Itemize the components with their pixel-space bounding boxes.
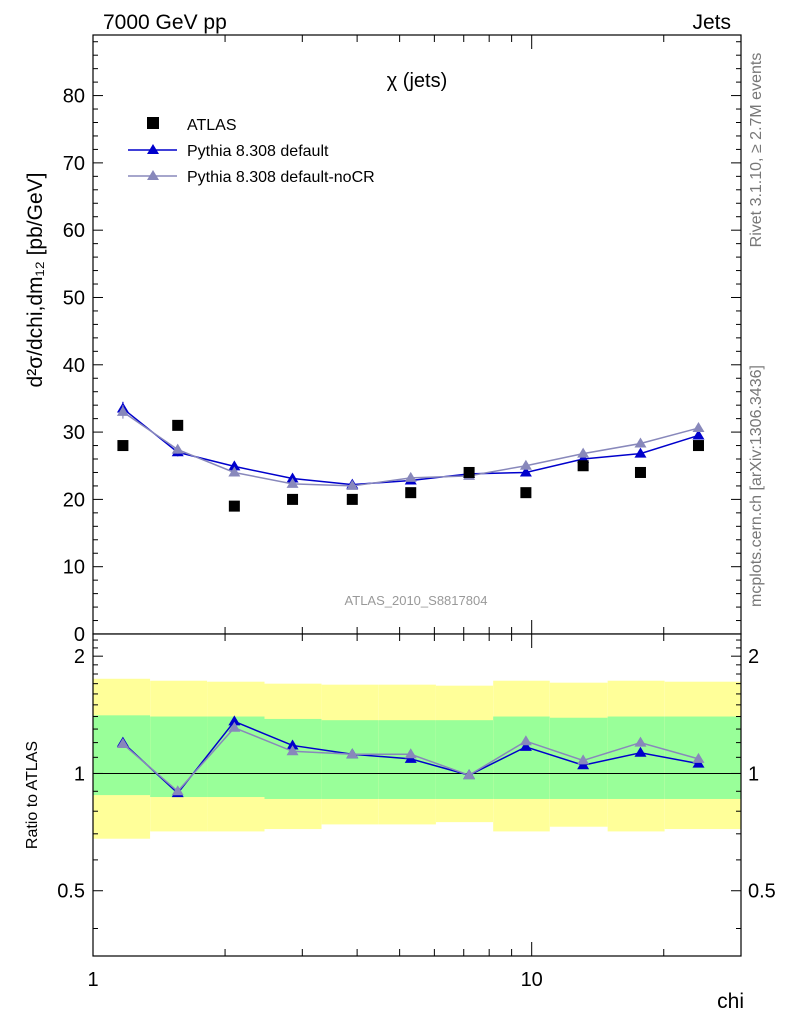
ratio-nocr-point [228, 721, 241, 732]
ratio-axis-label: Ratio to ATLAS [24, 741, 41, 849]
ratio-tick-label-right: 0.5 [748, 881, 776, 903]
series-default-point [634, 447, 647, 458]
ratio-frame [92, 633, 742, 957]
y-tick-label: 50 [63, 287, 85, 309]
green-band-bin [664, 716, 741, 799]
series-nocr-point [171, 443, 184, 454]
atlas-data-point [463, 466, 475, 478]
green-band-bin [435, 720, 494, 799]
ratio-default-point [228, 715, 241, 726]
ratio-nocr-point [692, 752, 705, 763]
ratio-nocr-point [286, 745, 299, 756]
series-nocr-point [519, 459, 532, 470]
x-tick-label: 10 [521, 969, 543, 991]
ratio-nocr-point [116, 738, 129, 749]
green-band-bin [93, 715, 151, 796]
atlas-data-point [172, 419, 184, 431]
ratio-tick-label: 2 [74, 646, 85, 668]
green-band-bin [264, 718, 322, 799]
ratio-default-point [286, 739, 299, 750]
atlas-data-point [577, 460, 589, 472]
atlas-data-point [520, 487, 532, 499]
series-nocr-point [116, 405, 129, 416]
series-default-point [228, 460, 241, 471]
x-tick-label: 1 [87, 969, 98, 991]
ratio-nocr-point [463, 769, 476, 780]
atlas-data-point [117, 440, 129, 452]
legend-nocr-label: Pythia 8.308 default-noCR [187, 169, 375, 186]
legend-atlas-label: ATLAS [187, 117, 237, 134]
atlas-data-point [287, 493, 299, 505]
green-band-bin [493, 716, 550, 799]
legend-atlas-marker [147, 117, 159, 129]
green-band-bin [150, 716, 208, 798]
ratio-tick-label-right: 2 [748, 646, 759, 668]
header-energy: 7000 GeV pp [103, 11, 227, 34]
y-tick-label: 80 [63, 86, 85, 108]
rivet-info: Rivet 3.1.10, ≥ 2.7M events [748, 53, 765, 248]
atlas-data-point [634, 466, 646, 478]
main-panel: 0 10 20 30 40 50 60 70 80 [63, 34, 742, 646]
series-nocr-point [692, 422, 705, 433]
mcplots-info: mcplots.cern.ch [arXiv:1306.3436] [748, 365, 765, 607]
series-nocr-point [577, 447, 590, 458]
y-tick-label: 10 [63, 557, 85, 579]
y-tick-label: 0 [74, 624, 85, 646]
series-default-point [692, 429, 705, 440]
ratio-nocr-point [519, 735, 532, 746]
series-nocr-point [228, 466, 241, 477]
series-nocr-point [404, 471, 417, 482]
analysis-watermark: ATLAS_2010_S8817804 [345, 593, 488, 608]
y-tick-label: 60 [63, 220, 85, 242]
chart-title: χ (jets) [387, 70, 448, 92]
ratio-default-point [634, 746, 647, 757]
atlas-data-point [346, 493, 358, 505]
y-tick-label: 70 [63, 153, 85, 175]
atlas-data-point [228, 500, 240, 512]
legend-default-marker [147, 144, 159, 154]
legend-nocr-marker [147, 170, 159, 180]
ratio-nocr-point [577, 754, 590, 765]
ratio-tick-label-right: 1 [748, 763, 759, 785]
y-tick-label: 40 [63, 355, 85, 377]
ratio-nocr-point [404, 748, 417, 759]
atlas-data-point [405, 487, 417, 499]
header-process: Jets [692, 11, 731, 34]
series-nocr-point [286, 477, 299, 488]
series-nocr-point [346, 479, 359, 490]
series-default-point [286, 472, 299, 483]
ratio-tick-label: 1 [74, 763, 85, 785]
series-default-point [519, 466, 532, 477]
y-axis-label: d²σ/dchi,dm₁₂ [pb/GeV] [24, 173, 47, 388]
ratio-nocr-point [171, 785, 184, 796]
atlas-data-point [692, 440, 704, 452]
ratio-nocr-point [346, 748, 359, 759]
legend: ATLAS Pythia 8.308 default Pythia 8.308 … [128, 117, 375, 186]
ratio-panel: 0.5 0.5 1 1 2 2 1 10 [57, 633, 776, 991]
ratio-nocr-point [634, 736, 647, 747]
y-tick-label: 20 [63, 489, 85, 511]
y-tick-label: 30 [63, 422, 85, 444]
ratio-tick-label: 0.5 [57, 881, 85, 903]
x-axis-label: chi [717, 990, 744, 1013]
ratio-default-point [519, 740, 532, 751]
series-nocr-point [634, 437, 647, 448]
legend-default-label: Pythia 8.308 default [187, 143, 329, 160]
green-band-bin [321, 720, 379, 799]
